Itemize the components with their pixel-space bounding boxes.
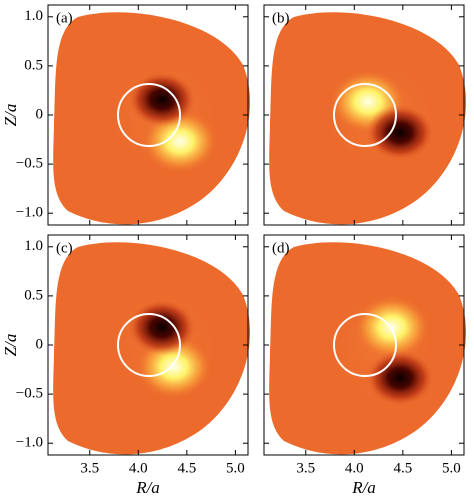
x-tick-label: 5.0 [226, 460, 245, 476]
y-tick-label: 0 [36, 106, 44, 122]
y-tick-label: 1.0 [24, 238, 43, 254]
q-surface-circle [333, 313, 397, 377]
y-axis-label: Z/a [1, 334, 20, 357]
q-surface-circle [333, 83, 397, 147]
dark-spot [128, 299, 196, 356]
x-tick-label: 4.5 [393, 460, 412, 476]
panel-label: (d) [272, 240, 290, 256]
q-surface-circle [117, 313, 181, 377]
panel: 3.5 4.0 4.5 5.0 (d) R/a [263, 234, 467, 497]
dark-spot [128, 71, 196, 128]
y-tick-label: 0.5 [24, 57, 43, 73]
x-tick-label: 5.0 [442, 460, 461, 476]
y-tick-label: −1.0 [16, 435, 43, 451]
x-tick-label: 4.0 [129, 460, 148, 476]
bright-spot [354, 295, 430, 360]
y-axis-label: Z/a [1, 104, 20, 127]
y-tick-label: −1.0 [16, 205, 43, 221]
y-tick-label: 0 [36, 336, 44, 352]
panel-label: (b) [272, 10, 290, 26]
dark-spot [366, 350, 434, 406]
y-tick-label: −0.5 [16, 156, 43, 172]
y-tick-label: −0.5 [16, 386, 43, 402]
x-axis-label: R/a [351, 478, 376, 497]
panel: (b) [263, 4, 467, 226]
panel: −1.0 −0.5 0 0.5 1.0 (a) Z/a [1, 4, 251, 226]
panel: 3.5 4.0 4.5 5.0 −1.0 −0.5 0 0.5 1.0 (c) R/a Z/a [1, 234, 251, 497]
x-tick-label: 3.5 [80, 460, 99, 476]
dark-spot [366, 104, 434, 161]
panel-label: (c) [56, 240, 73, 256]
panel-label: (a) [56, 10, 73, 26]
x-axis-label: R/a [135, 478, 160, 497]
y-tick-label: 0.5 [24, 287, 43, 303]
x-tick-label: 4.5 [177, 460, 196, 476]
q-surface-circle [117, 83, 181, 147]
y-tick-label: 1.0 [24, 8, 43, 24]
x-tick-label: 4.0 [345, 460, 364, 476]
x-tick-label: 3.5 [296, 460, 315, 476]
